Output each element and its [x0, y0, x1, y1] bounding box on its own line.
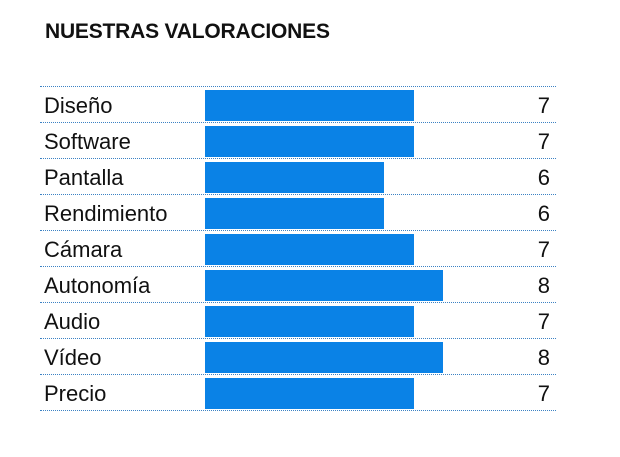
- rating-label: Vídeo: [44, 345, 102, 370]
- rating-label: Audio: [44, 309, 101, 334]
- rating-bar: [205, 342, 443, 373]
- rating-value: 8: [537, 273, 550, 298]
- rating-row: Autonomía 8: [40, 267, 556, 303]
- rating-label: Software: [44, 129, 131, 154]
- rating-label: Cámara: [44, 237, 123, 262]
- rating-bar: [205, 162, 384, 193]
- rating-label: Pantalla: [44, 165, 124, 190]
- rating-bar: [205, 126, 414, 157]
- rating-row: Cámara 7: [40, 231, 556, 267]
- rating-row: Software 7: [40, 123, 556, 159]
- rating-value: 7: [537, 237, 550, 262]
- rating-row: Vídeo 8: [40, 339, 556, 375]
- rating-value: 7: [537, 129, 550, 154]
- rating-bar: [205, 270, 443, 301]
- ratings-chart: Diseño 7 Software 7 Pantalla 6 Rendimiento 6 Cám…: [40, 86, 556, 411]
- rating-value: 7: [537, 381, 550, 406]
- rating-row: Audio 7: [40, 303, 556, 339]
- rating-bar: [205, 306, 414, 337]
- rating-bar: [205, 90, 414, 121]
- rating-row: Precio 7: [40, 375, 556, 411]
- rating-row: Pantalla 6: [40, 159, 556, 195]
- rating-bar: [205, 198, 384, 229]
- rating-label: Autonomía: [44, 273, 151, 298]
- rating-value: 8: [537, 345, 550, 370]
- rating-value: 6: [537, 165, 550, 190]
- chart-title: NUESTRAS VALORACIONES: [45, 20, 330, 43]
- rating-value: 7: [537, 309, 550, 334]
- rating-bar: [205, 378, 414, 409]
- rating-label: Rendimiento: [44, 201, 168, 226]
- rating-bar: [205, 234, 414, 265]
- rating-row: Diseño 7: [40, 87, 556, 123]
- rating-value: 6: [537, 201, 550, 226]
- rating-label: Diseño: [44, 93, 113, 118]
- rating-row: Rendimiento 6: [40, 195, 556, 231]
- rating-value: 7: [537, 93, 550, 118]
- rating-label: Precio: [44, 381, 107, 406]
